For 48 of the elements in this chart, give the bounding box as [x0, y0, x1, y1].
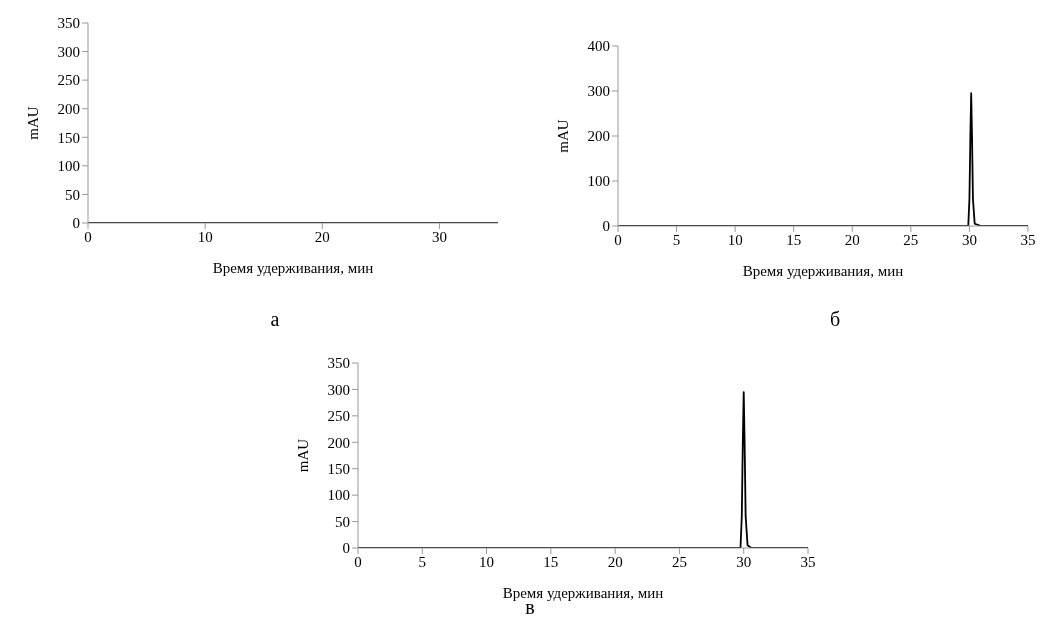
y-tick-label: 200 [327, 434, 350, 451]
y-tick-label: 300 [327, 381, 350, 398]
y-tick-label: 150 [57, 129, 80, 146]
x-tick-label: 35 [800, 553, 816, 570]
y-tick-label: 300 [587, 83, 610, 100]
text: б [828, 308, 842, 331]
x-tick-label: 15 [786, 231, 802, 248]
y-tick-label: 0 [342, 540, 350, 557]
x-tick-label: 10 [197, 228, 213, 245]
y-tick-label: 350 [57, 15, 80, 32]
y-tick-label: 100 [587, 173, 610, 190]
y-axis-title: mAU [25, 106, 42, 140]
x-tick-label: 15 [543, 553, 559, 570]
x-tick-label: 30 [736, 553, 752, 570]
x-tick-label: 30 [431, 228, 447, 245]
y-tick-label: 250 [327, 408, 350, 425]
x-tick-label: 10 [727, 231, 743, 248]
y-tick-label: 350 [327, 355, 350, 372]
y-tick-label: 50 [335, 513, 350, 530]
x-tick-label: 25 [903, 231, 919, 248]
x-tick-label: 10 [479, 553, 495, 570]
x-tick-label: 0 [354, 553, 362, 570]
y-tick-label: 100 [327, 487, 350, 504]
y-tick-label: 400 [587, 38, 610, 55]
x-axis-title: Время удерживания, мин [502, 585, 664, 601]
x-tick-label: 30 [961, 231, 977, 248]
y-tick-label: 200 [57, 101, 80, 118]
y-tick-label: 150 [327, 461, 350, 478]
y-tick-label: 50 [65, 186, 80, 203]
y-tick-label: 0 [72, 215, 80, 232]
y-axis-title: mAU [295, 438, 312, 473]
x-tick-label: 20 [844, 231, 860, 248]
x-tick-label: 0 [84, 228, 92, 245]
x-tick-label: 25 [671, 553, 687, 570]
x-tick-label: 20 [314, 228, 330, 245]
x-axis-title: Время удерживания, мин [742, 263, 904, 279]
x-tick-label: 0 [614, 231, 622, 248]
y-tick-label: 250 [57, 72, 80, 89]
x-tick-label: 35 [1020, 231, 1036, 248]
y-tick-label: 100 [57, 158, 80, 175]
text: а [269, 308, 281, 331]
x-axis-title: Время удерживания, мин [212, 260, 374, 276]
y-tick-label: 300 [57, 43, 80, 60]
x-tick-label: 5 [418, 553, 427, 570]
x-tick-label: 5 [672, 231, 681, 248]
y-tick-label: 200 [587, 128, 610, 145]
x-tick-label: 20 [607, 553, 623, 570]
y-axis-title: mAU [555, 119, 572, 153]
